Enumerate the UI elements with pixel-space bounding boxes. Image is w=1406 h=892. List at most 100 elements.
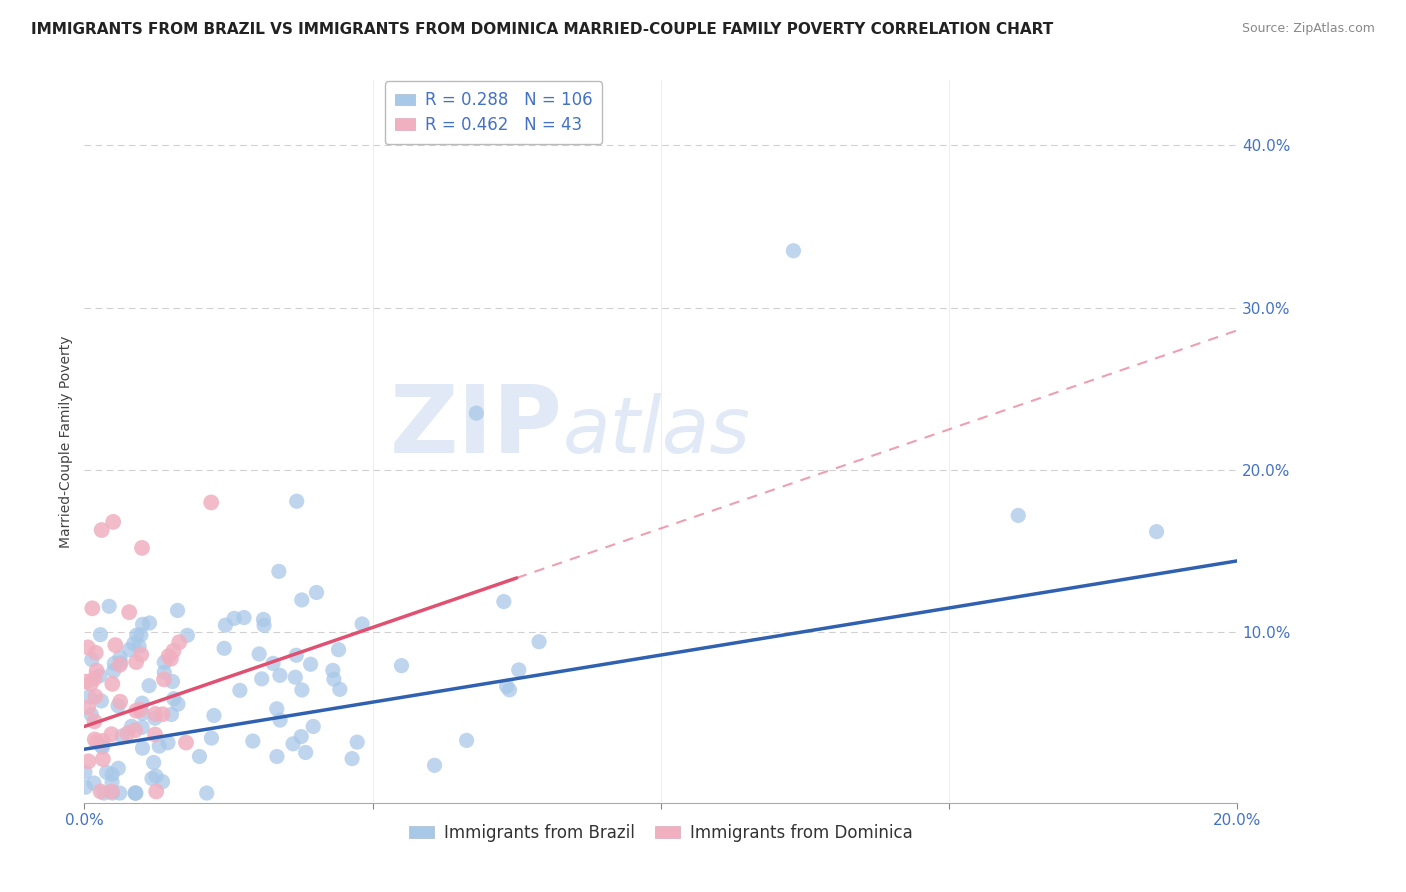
Point bbox=[84, 646, 107, 660]
Point bbox=[229, 683, 252, 698]
Point bbox=[131, 696, 153, 710]
Point bbox=[163, 691, 186, 706]
Point bbox=[305, 585, 328, 599]
Y-axis label: Married-Couple Family Poverty: Married-Couple Family Poverty bbox=[59, 335, 73, 548]
Point bbox=[101, 775, 124, 789]
Legend: Immigrants from Brazil, Immigrants from Dominica: Immigrants from Brazil, Immigrants from … bbox=[402, 817, 920, 848]
Point bbox=[153, 673, 176, 687]
Point bbox=[291, 683, 314, 698]
Point bbox=[252, 612, 274, 626]
Text: ZIP: ZIP bbox=[389, 381, 562, 473]
Point bbox=[294, 746, 316, 760]
Point bbox=[91, 752, 114, 766]
Point bbox=[108, 650, 131, 665]
Point bbox=[76, 640, 98, 655]
Point bbox=[100, 727, 122, 741]
Point bbox=[262, 657, 284, 671]
Point bbox=[77, 754, 100, 768]
Point bbox=[108, 657, 131, 672]
Point bbox=[141, 772, 163, 786]
Point bbox=[160, 652, 183, 666]
Point bbox=[328, 642, 350, 657]
Point bbox=[93, 786, 115, 800]
Point bbox=[80, 707, 103, 722]
Point bbox=[122, 637, 145, 651]
Point bbox=[108, 695, 131, 709]
Point bbox=[162, 644, 184, 658]
Point bbox=[492, 594, 515, 608]
Point bbox=[90, 784, 112, 798]
Point bbox=[131, 706, 153, 721]
Point bbox=[104, 638, 127, 652]
Point bbox=[83, 714, 105, 729]
Point bbox=[266, 702, 288, 716]
Point bbox=[214, 618, 236, 632]
Text: Source: ZipAtlas.com: Source: ZipAtlas.com bbox=[1241, 22, 1375, 36]
Point bbox=[142, 756, 165, 770]
Point bbox=[118, 605, 141, 619]
Point bbox=[83, 776, 105, 790]
Point bbox=[117, 726, 139, 740]
Point bbox=[98, 599, 121, 614]
Point bbox=[352, 617, 374, 632]
Point bbox=[162, 674, 184, 689]
Point bbox=[212, 641, 235, 656]
Point bbox=[1146, 524, 1168, 539]
Point bbox=[200, 731, 222, 745]
Point bbox=[77, 690, 100, 704]
Point bbox=[176, 628, 198, 642]
Point bbox=[465, 406, 488, 420]
Point bbox=[101, 677, 124, 691]
Point bbox=[138, 615, 160, 630]
Point bbox=[84, 690, 107, 704]
Point bbox=[188, 749, 211, 764]
Point bbox=[302, 719, 325, 733]
Point bbox=[281, 737, 304, 751]
Point bbox=[145, 769, 167, 783]
Point bbox=[103, 657, 125, 671]
Point bbox=[157, 649, 180, 664]
Point bbox=[508, 663, 530, 677]
Point bbox=[143, 727, 166, 741]
Point bbox=[125, 704, 148, 718]
Point bbox=[82, 601, 104, 615]
Point bbox=[200, 495, 222, 509]
Point bbox=[156, 736, 179, 750]
Point bbox=[148, 739, 170, 753]
Point bbox=[131, 741, 153, 756]
Point bbox=[75, 674, 97, 689]
Point bbox=[233, 610, 256, 624]
Point bbox=[242, 734, 264, 748]
Point bbox=[103, 664, 125, 678]
Point bbox=[125, 786, 148, 800]
Point bbox=[101, 767, 124, 781]
Point bbox=[322, 672, 344, 686]
Point bbox=[498, 682, 520, 697]
Point bbox=[195, 786, 218, 800]
Point bbox=[391, 658, 413, 673]
Point bbox=[153, 665, 176, 680]
Point bbox=[107, 761, 129, 775]
Point bbox=[143, 711, 166, 725]
Point bbox=[124, 786, 146, 800]
Point bbox=[77, 700, 100, 714]
Point bbox=[322, 664, 344, 678]
Point bbox=[267, 565, 290, 579]
Point bbox=[125, 628, 148, 642]
Point bbox=[284, 670, 307, 684]
Point bbox=[108, 786, 131, 800]
Point bbox=[80, 676, 103, 690]
Point bbox=[340, 751, 363, 765]
Point bbox=[118, 642, 141, 657]
Point bbox=[80, 652, 103, 666]
Point bbox=[253, 618, 276, 632]
Text: atlas: atlas bbox=[562, 392, 751, 468]
Point bbox=[285, 648, 308, 663]
Point bbox=[167, 697, 190, 711]
Point bbox=[83, 671, 105, 685]
Point bbox=[124, 786, 146, 800]
Point bbox=[285, 494, 308, 508]
Point bbox=[346, 735, 368, 749]
Point bbox=[291, 593, 314, 607]
Point bbox=[250, 672, 273, 686]
